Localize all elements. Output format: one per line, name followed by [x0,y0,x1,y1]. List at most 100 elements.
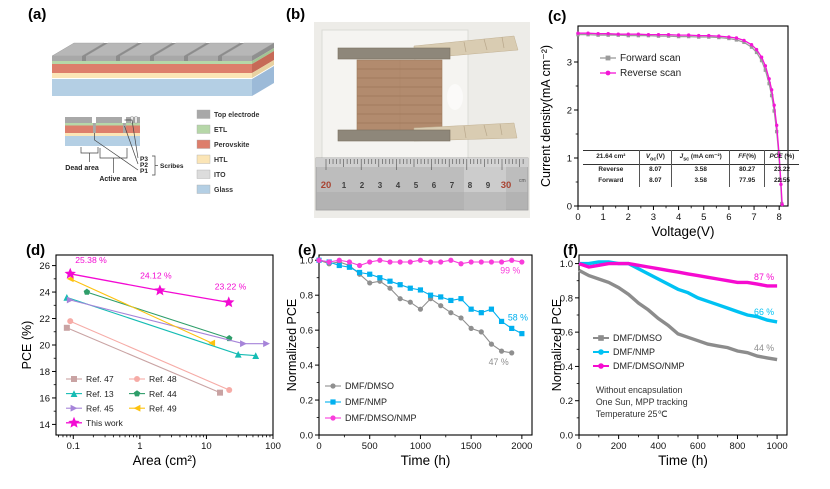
svg-text:16: 16 [39,393,50,404]
svg-text:10: 10 [201,441,212,452]
svg-text:0.6: 0.6 [560,328,573,339]
svg-text:6: 6 [432,181,437,190]
svg-text:Temperature 25℃: Temperature 25℃ [596,409,668,419]
svg-text:4: 4 [676,212,681,223]
jv-table-cell: Forward [598,177,624,185]
svg-text:7: 7 [450,181,455,190]
jv-table-row: Forward 8.07 3.58 77.95 22.55 [583,175,799,187]
svg-text:Normalized PCE: Normalized PCE [550,299,564,391]
svg-text:P3: P3 [140,156,148,163]
panel-d-pce-area-chart: 0.1 1 10 100 14 16 18 20 22 24 26 Area (cm²) PCE (%)… [20,254,281,468]
svg-text:5: 5 [701,212,706,223]
svg-text:0.0: 0.0 [300,430,313,441]
panel-a-label: (a) [28,6,47,23]
svg-text:1: 1 [567,153,572,164]
svg-text:0.0: 0.0 [560,430,573,441]
svg-text:One Sun, MPP tracking: One Sun, MPP tracking [596,397,688,407]
jv-table-cell: Reverse [598,166,624,174]
svg-text:This work: This work [86,418,123,428]
svg-text:0.2: 0.2 [300,395,313,406]
jv-table-header: 21.64 cm² [596,153,626,161]
panel-e-stability-chart: 0 500 1000 1500 2000 0.0 0.2 0.4 0.6 0.8 1.0 Time (… [285,254,533,468]
svg-text:400: 400 [650,441,666,452]
jv-table-cell: 77.95 [729,175,765,187]
svg-text:8: 8 [777,212,782,223]
svg-text:0.8: 0.8 [560,293,573,304]
jv-table-cell: 3.58 [671,164,730,176]
svg-text:Ref. 47: Ref. 47 [86,374,114,384]
jv-table-header: Voc(V) [638,150,672,165]
svg-text:Area (cm²): Area (cm²) [133,453,197,468]
svg-text:23.22 %: 23.22 % [215,281,247,291]
svg-text:4: 4 [396,181,401,190]
svg-text:Ref. 45: Ref. 45 [86,403,114,413]
panel-f-label: (f) [563,242,578,259]
panel-c-label: (c) [548,8,567,25]
panel-f-mpp-chart: 0 200 400 600 800 1000 0.0 0.2 0.4 0.6 0.8 1.0 Time … [550,254,788,468]
jv-table-cell: 3.58 [671,175,730,187]
jv-table-cell: 23.22 [763,164,799,176]
svg-text:7: 7 [751,212,756,223]
svg-text:Without encapsulation: Without encapsulation [596,385,683,395]
svg-text:3: 3 [651,212,656,223]
jv-table-row: Reverse 8.07 3.58 80.27 23.22 [583,164,799,176]
svg-text:26: 26 [39,261,50,272]
jv-table-cell: 8.07 [638,164,672,176]
svg-text:24: 24 [39,287,50,298]
jv-table: 21.64 cm² Voc(V) Jsc (mA cm⁻²) FF(%) PCE (%)… [583,150,799,187]
jv-parameters-table: 21.64 cm² Voc(V) Jsc (mA cm⁻²) FF(%) PCE (%)… [583,150,799,187]
svg-text:Time (h): Time (h) [401,453,451,468]
svg-text:3: 3 [378,181,383,190]
svg-text:0: 0 [576,441,581,452]
panel-d-label: (d) [26,242,46,259]
svg-text:HTL: HTL [214,157,228,164]
svg-text:600: 600 [690,441,706,452]
jv-table-header: PCE (%) [763,150,799,165]
svg-text:Forward scan: Forward scan [620,53,681,64]
svg-text:2000: 2000 [511,441,532,452]
svg-text:Glass: Glass [214,187,233,194]
svg-text:9: 9 [486,181,491,190]
svg-text:Perovskite: Perovskite [214,142,250,149]
svg-text:2: 2 [626,212,631,223]
svg-text:3: 3 [567,57,572,68]
svg-text:DMF/DMSO/NMP: DMF/DMSO/NMP [613,361,685,371]
svg-text:20: 20 [39,340,50,351]
svg-text:5: 5 [414,181,419,190]
svg-text:P2: P2 [140,162,148,169]
svg-text:1: 1 [342,181,347,190]
svg-text:58 %: 58 % [508,313,528,323]
svg-text:500: 500 [362,441,378,452]
svg-text:44 %: 44 % [754,343,774,353]
svg-text:1000: 1000 [410,441,431,452]
svg-text:2: 2 [567,105,572,116]
svg-text:18: 18 [39,367,50,378]
svg-text:cm: cm [519,178,526,184]
svg-text:DMF/DMSO: DMF/DMSO [613,333,662,343]
panel-e-label: (e) [298,242,317,259]
svg-text:DMF/NMP: DMF/NMP [345,397,387,407]
svg-text:Current density(mA cm⁻²): Current density(mA cm⁻²) [539,45,553,187]
svg-text:1500: 1500 [461,441,482,452]
svg-text:1: 1 [137,441,142,452]
svg-text:25.38 %: 25.38 % [75,255,107,265]
svg-text:22: 22 [39,314,50,325]
svg-text:20: 20 [321,180,332,191]
svg-text:Ref. 49: Ref. 49 [149,403,177,413]
svg-text:200: 200 [611,441,627,452]
svg-text:Dead area: Dead area [65,165,99,172]
svg-text:0: 0 [567,201,572,212]
svg-text:Ref. 13: Ref. 13 [86,389,114,399]
svg-text:0.6: 0.6 [300,326,313,337]
jv-table-header: FF(%) [729,150,765,165]
svg-text:Voltage(V): Voltage(V) [651,224,714,239]
svg-text:Normalized PCE: Normalized PCE [285,299,299,391]
svg-text:1.0: 1.0 [300,256,313,267]
panel-b-label: (b) [286,6,306,23]
jv-table-header: Jsc (mA cm⁻²) [671,150,730,165]
svg-text:30: 30 [501,180,512,191]
svg-text:24.12 %: 24.12 % [140,270,172,280]
